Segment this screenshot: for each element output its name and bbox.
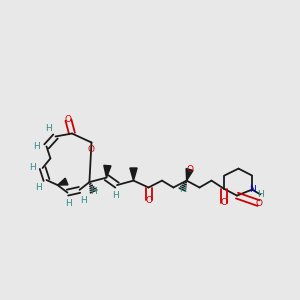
Text: O: O (145, 196, 152, 205)
Polygon shape (186, 169, 193, 181)
Text: H: H (257, 190, 264, 199)
Text: N: N (249, 185, 255, 194)
Polygon shape (130, 168, 137, 181)
Text: O: O (88, 145, 95, 154)
Text: H: H (179, 185, 186, 194)
Text: H: H (36, 183, 42, 192)
Text: O: O (186, 165, 193, 174)
Text: H: H (30, 164, 36, 172)
Polygon shape (58, 178, 68, 185)
Text: O: O (255, 199, 262, 208)
Text: O: O (221, 198, 228, 207)
Text: H: H (80, 196, 87, 205)
Text: H: H (33, 142, 40, 151)
Text: H: H (90, 187, 97, 196)
Text: H: H (46, 124, 52, 133)
Text: O: O (65, 116, 72, 124)
Text: H: H (112, 191, 119, 200)
Text: H: H (65, 199, 72, 208)
Polygon shape (104, 165, 111, 178)
